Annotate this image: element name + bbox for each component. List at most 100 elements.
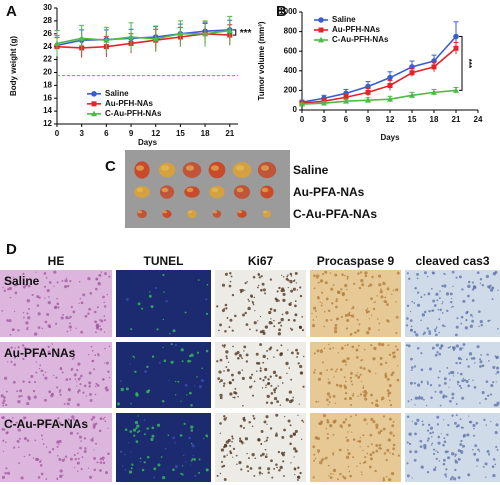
cell — [271, 476, 274, 479]
cell — [76, 403, 80, 407]
cell — [252, 414, 255, 417]
cell — [299, 294, 303, 298]
cell — [277, 332, 282, 336]
cell — [98, 429, 102, 433]
cell — [292, 432, 297, 436]
cell — [431, 346, 435, 350]
cell — [352, 438, 356, 441]
cell — [473, 386, 477, 389]
cell — [267, 471, 270, 474]
cell — [479, 282, 482, 285]
cell — [359, 271, 363, 274]
cell — [117, 402, 120, 406]
cell — [377, 342, 382, 346]
cell — [346, 288, 348, 291]
cell — [101, 456, 105, 460]
cell — [449, 345, 452, 348]
cell — [325, 456, 328, 460]
cell — [12, 417, 14, 419]
cell — [139, 460, 142, 463]
cell — [319, 349, 324, 354]
cell — [255, 329, 258, 332]
cell — [380, 288, 382, 290]
row-label: Saline — [4, 274, 40, 288]
cell — [387, 392, 391, 395]
cell — [32, 389, 36, 393]
cell — [372, 420, 376, 424]
cell — [335, 383, 339, 387]
y-tick-label: 400 — [284, 66, 298, 75]
cell — [6, 319, 10, 322]
cell — [240, 288, 244, 292]
y-tick-label: 200 — [284, 86, 298, 95]
cell — [473, 452, 477, 456]
cell — [56, 455, 59, 457]
cell — [259, 454, 263, 457]
cell — [451, 270, 455, 274]
cell — [421, 420, 424, 423]
cell — [13, 276, 15, 278]
cell — [345, 455, 350, 459]
cell — [219, 472, 222, 475]
cell — [343, 386, 348, 390]
cell — [130, 328, 133, 331]
cell — [79, 383, 82, 386]
cell — [332, 453, 335, 456]
cell — [206, 469, 208, 471]
cell — [393, 351, 396, 354]
legend-marker — [318, 27, 324, 33]
cell — [39, 463, 43, 467]
cell — [103, 331, 106, 333]
cell — [441, 312, 444, 314]
cell — [350, 371, 353, 375]
data-point — [409, 92, 415, 98]
cell — [432, 299, 436, 303]
cell — [315, 400, 318, 403]
cell — [386, 319, 389, 322]
cell — [107, 452, 110, 456]
cell — [378, 283, 382, 287]
cell — [475, 421, 479, 425]
histology-image — [116, 342, 211, 408]
cell — [223, 455, 226, 458]
cell — [408, 442, 412, 446]
y-tick-label: 0 — [293, 105, 298, 114]
cell — [20, 476, 24, 480]
cell — [256, 286, 259, 289]
cell — [219, 422, 222, 425]
cell — [454, 459, 457, 462]
cell — [201, 367, 203, 370]
cell — [456, 424, 460, 428]
cell — [96, 306, 99, 309]
cell — [384, 375, 388, 379]
cell — [454, 455, 456, 458]
cell — [420, 352, 423, 355]
cell — [351, 383, 354, 386]
legend-marker — [318, 36, 324, 43]
column-header: Procaspase 9 — [317, 254, 395, 268]
cell — [56, 477, 58, 479]
cell — [436, 415, 440, 419]
cell — [371, 275, 374, 279]
cell — [339, 384, 343, 388]
cell — [259, 367, 262, 370]
cell — [356, 318, 359, 321]
cell — [370, 443, 373, 446]
cell — [85, 395, 88, 397]
cell — [378, 443, 382, 447]
cell — [225, 355, 228, 358]
cell — [369, 433, 373, 437]
cell — [221, 344, 224, 347]
cell — [252, 303, 255, 306]
cell — [357, 395, 360, 398]
cell — [218, 329, 220, 332]
cell — [346, 449, 349, 451]
cell — [5, 467, 8, 470]
cell — [321, 361, 324, 364]
cell — [491, 465, 495, 469]
cell — [78, 281, 81, 283]
cell — [273, 319, 275, 322]
cell — [463, 379, 467, 382]
legend-label: C-Au-PFH-NAs — [332, 35, 389, 44]
cell — [406, 304, 410, 307]
